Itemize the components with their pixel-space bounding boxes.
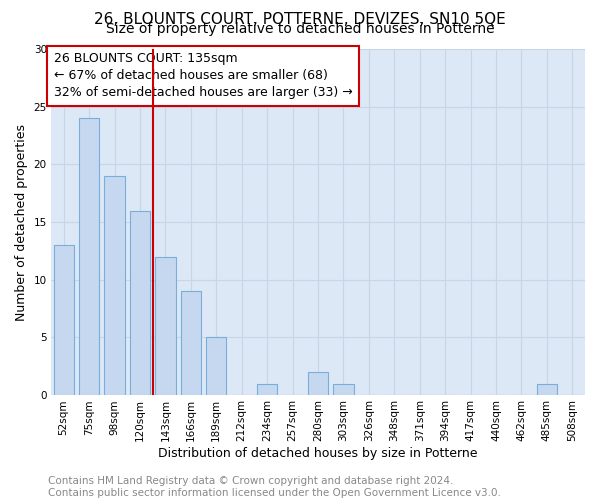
Bar (536, 384, 557, 395)
Bar (257, 384, 277, 395)
Y-axis label: Number of detached properties: Number of detached properties (15, 124, 28, 320)
X-axis label: Distribution of detached houses by size in Potterne: Distribution of detached houses by size … (158, 447, 478, 460)
Bar (181, 292, 201, 395)
Text: 26 BLOUNTS COURT: 135sqm
← 67% of detached houses are smaller (68)
32% of semi-d: 26 BLOUNTS COURT: 135sqm ← 67% of detach… (53, 52, 352, 100)
Bar (53, 245, 74, 395)
Bar (155, 256, 176, 395)
Text: Size of property relative to detached houses in Potterne: Size of property relative to detached ho… (106, 22, 494, 36)
Bar (206, 338, 226, 395)
Bar (104, 176, 125, 395)
Bar (79, 118, 99, 395)
Bar (308, 372, 328, 395)
Bar (333, 384, 353, 395)
Text: Contains HM Land Registry data © Crown copyright and database right 2024.
Contai: Contains HM Land Registry data © Crown c… (48, 476, 501, 498)
Bar (130, 210, 150, 395)
Text: 26, BLOUNTS COURT, POTTERNE, DEVIZES, SN10 5QE: 26, BLOUNTS COURT, POTTERNE, DEVIZES, SN… (94, 12, 506, 28)
